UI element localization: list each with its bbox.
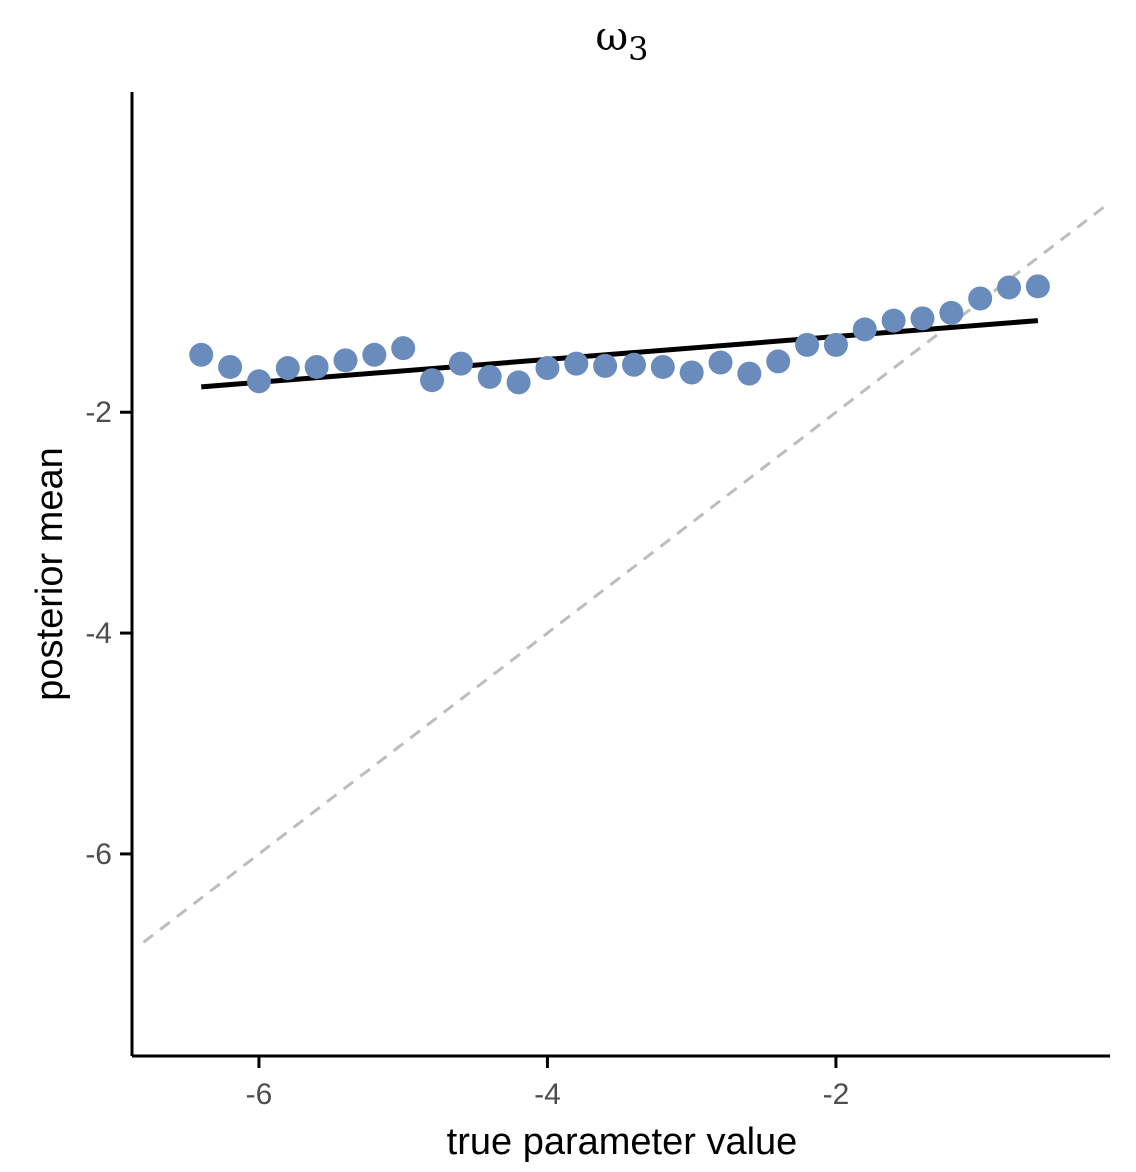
data-point <box>189 342 214 367</box>
data-point <box>304 354 329 379</box>
data-point <box>218 354 243 379</box>
y-tick-label: -6 <box>85 838 112 871</box>
data-point <box>621 352 646 377</box>
data-point <box>910 306 935 331</box>
x-axis-label: true parameter value <box>447 1121 798 1163</box>
data-point <box>246 369 271 394</box>
data-point <box>275 356 300 381</box>
y-tick-label: -4 <box>85 617 112 650</box>
x-axis-ticks: -6 -4 -2 <box>246 1056 850 1111</box>
data-point <box>766 349 791 374</box>
chart-title-subscript: 3 <box>628 30 648 68</box>
regression-line <box>201 318 1039 390</box>
data-point <box>650 354 675 379</box>
data-point <box>535 356 560 381</box>
identity-line <box>142 201 1111 944</box>
chart-title-symbol: ω <box>596 14 629 60</box>
identity-reference-line <box>142 201 1111 944</box>
data-point <box>1025 274 1050 299</box>
x-tick-label: -6 <box>246 1078 273 1111</box>
data-point <box>679 360 704 385</box>
data-point <box>448 351 473 376</box>
data-point <box>333 348 358 373</box>
data-point <box>997 275 1022 300</box>
y-axis-label: posterior mean <box>29 447 71 700</box>
data-point <box>564 351 589 376</box>
data-point <box>795 332 820 357</box>
data-point <box>823 332 848 357</box>
data-point <box>506 370 531 395</box>
data-point <box>391 336 416 361</box>
y-axis-ticks: -2 -4 -6 <box>85 396 132 871</box>
data-point <box>708 350 733 375</box>
data-point <box>968 286 993 311</box>
x-tick-label: -2 <box>823 1078 850 1111</box>
chart-title: ω3 <box>596 14 649 68</box>
data-point <box>362 342 387 367</box>
data-point <box>939 300 964 325</box>
data-point <box>737 361 762 386</box>
data-point <box>477 364 502 389</box>
fit-line <box>201 318 1039 390</box>
data-point <box>852 317 877 342</box>
y-tick-label: -2 <box>85 396 112 429</box>
data-points <box>189 274 1050 395</box>
data-point <box>593 353 618 378</box>
data-point <box>881 308 906 333</box>
data-point <box>420 368 445 393</box>
x-tick-label: -4 <box>534 1078 561 1111</box>
